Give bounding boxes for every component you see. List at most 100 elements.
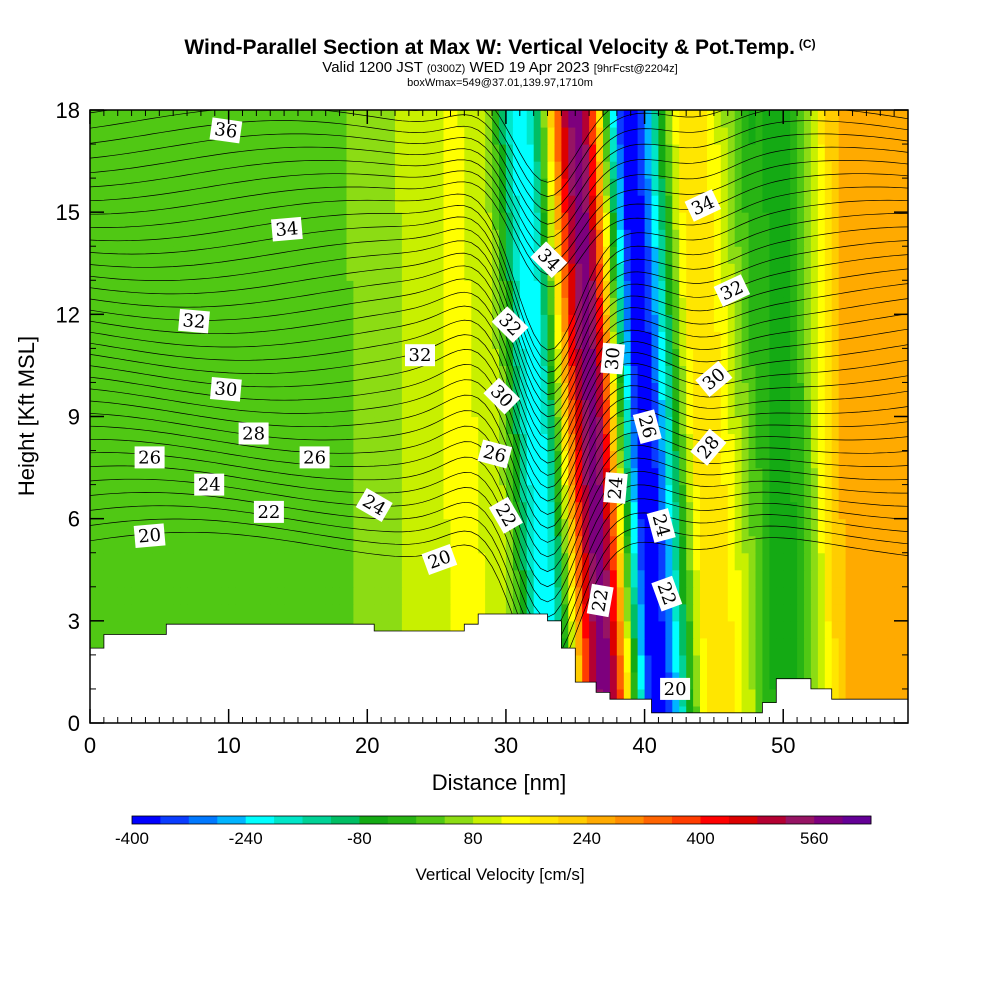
w-cell <box>838 263 847 281</box>
w-cell <box>512 603 521 622</box>
w-cell <box>415 518 424 537</box>
w-cell <box>96 348 105 366</box>
w-cell <box>103 144 112 162</box>
w-cell <box>221 110 230 128</box>
w-cell <box>762 246 770 264</box>
w-cell <box>110 178 119 196</box>
w-cell <box>242 382 250 400</box>
w-cell <box>679 246 687 264</box>
w-cell <box>96 450 105 469</box>
w-cell <box>291 195 299 213</box>
w-cell <box>180 161 188 179</box>
w-cell <box>873 535 881 554</box>
w-cell <box>804 518 812 537</box>
w-cell <box>526 552 535 571</box>
w-cell <box>499 280 507 298</box>
w-cell <box>845 467 854 486</box>
w-cell <box>873 314 881 332</box>
w-cell <box>304 229 313 247</box>
w-cell <box>443 399 451 418</box>
w-cell <box>644 212 653 230</box>
w-cell <box>256 144 264 162</box>
w-cell <box>311 161 320 179</box>
colorbar-title: Vertical Velocity [cm/s] <box>415 865 584 884</box>
w-cell <box>561 365 569 383</box>
w-cell <box>457 365 465 383</box>
w-cell <box>291 552 299 571</box>
w-cell <box>200 399 209 418</box>
w-cell <box>422 246 431 264</box>
w-cell <box>450 178 458 196</box>
w-cell <box>783 297 791 315</box>
w-cell <box>242 586 250 605</box>
w-cell <box>755 178 763 196</box>
w-cell <box>90 552 98 571</box>
w-cell <box>783 195 791 213</box>
w-cell <box>623 382 632 400</box>
w-cell <box>395 178 403 196</box>
w-cell <box>339 552 348 571</box>
w-cell <box>894 263 902 281</box>
w-cell <box>762 314 770 332</box>
w-cell <box>159 569 167 588</box>
w-cell <box>450 467 458 486</box>
w-cell <box>637 569 646 588</box>
contour-label-box <box>405 344 435 367</box>
w-cell <box>499 178 507 196</box>
w-cell <box>797 535 805 554</box>
colorbar-swatch <box>160 816 190 824</box>
w-cell <box>173 552 181 571</box>
w-cell <box>561 433 569 452</box>
w-cell <box>346 382 354 400</box>
w-cell <box>561 297 569 315</box>
w-cell <box>464 382 472 400</box>
w-cell <box>194 433 202 452</box>
w-cell <box>395 586 403 605</box>
w-cell <box>651 178 659 196</box>
w-cell <box>609 161 618 179</box>
w-cell <box>499 484 507 503</box>
w-cell <box>672 229 680 247</box>
w-cell <box>117 331 126 349</box>
w-cell <box>505 246 514 264</box>
w-cell <box>609 331 618 349</box>
w-cell <box>762 501 770 520</box>
w-cell <box>873 246 881 264</box>
w-cell <box>894 195 902 213</box>
w-cell <box>96 484 105 503</box>
w-cell <box>637 620 646 639</box>
w-cell <box>90 484 98 503</box>
w-cell <box>776 348 784 366</box>
w-cell <box>644 144 653 162</box>
w-cell <box>894 212 902 230</box>
w-cell <box>707 348 715 366</box>
w-cell <box>332 450 341 469</box>
w-cell <box>471 331 479 349</box>
w-cell <box>616 263 625 281</box>
w-cell <box>727 620 736 639</box>
w-cell <box>235 603 244 622</box>
w-cell <box>90 314 98 332</box>
w-cell <box>810 637 819 656</box>
w-cell <box>762 178 770 196</box>
w-cell <box>686 178 694 196</box>
w-cell <box>395 433 403 452</box>
w-cell <box>720 637 729 656</box>
w-cell <box>804 161 812 179</box>
w-cell <box>173 348 181 366</box>
w-cell <box>401 263 410 281</box>
w-cell <box>187 535 195 554</box>
w-cell <box>436 620 445 639</box>
w-cell <box>304 603 313 622</box>
w-cell <box>616 144 625 162</box>
w-cell <box>235 365 244 383</box>
w-cell <box>713 416 722 435</box>
w-cell <box>103 467 112 486</box>
contour-label-box <box>253 500 284 523</box>
w-cell <box>561 467 569 486</box>
w-cell <box>713 382 722 400</box>
w-cell <box>748 110 757 128</box>
w-cell <box>422 501 431 520</box>
w-cell <box>284 552 292 571</box>
w-cell <box>582 110 590 128</box>
